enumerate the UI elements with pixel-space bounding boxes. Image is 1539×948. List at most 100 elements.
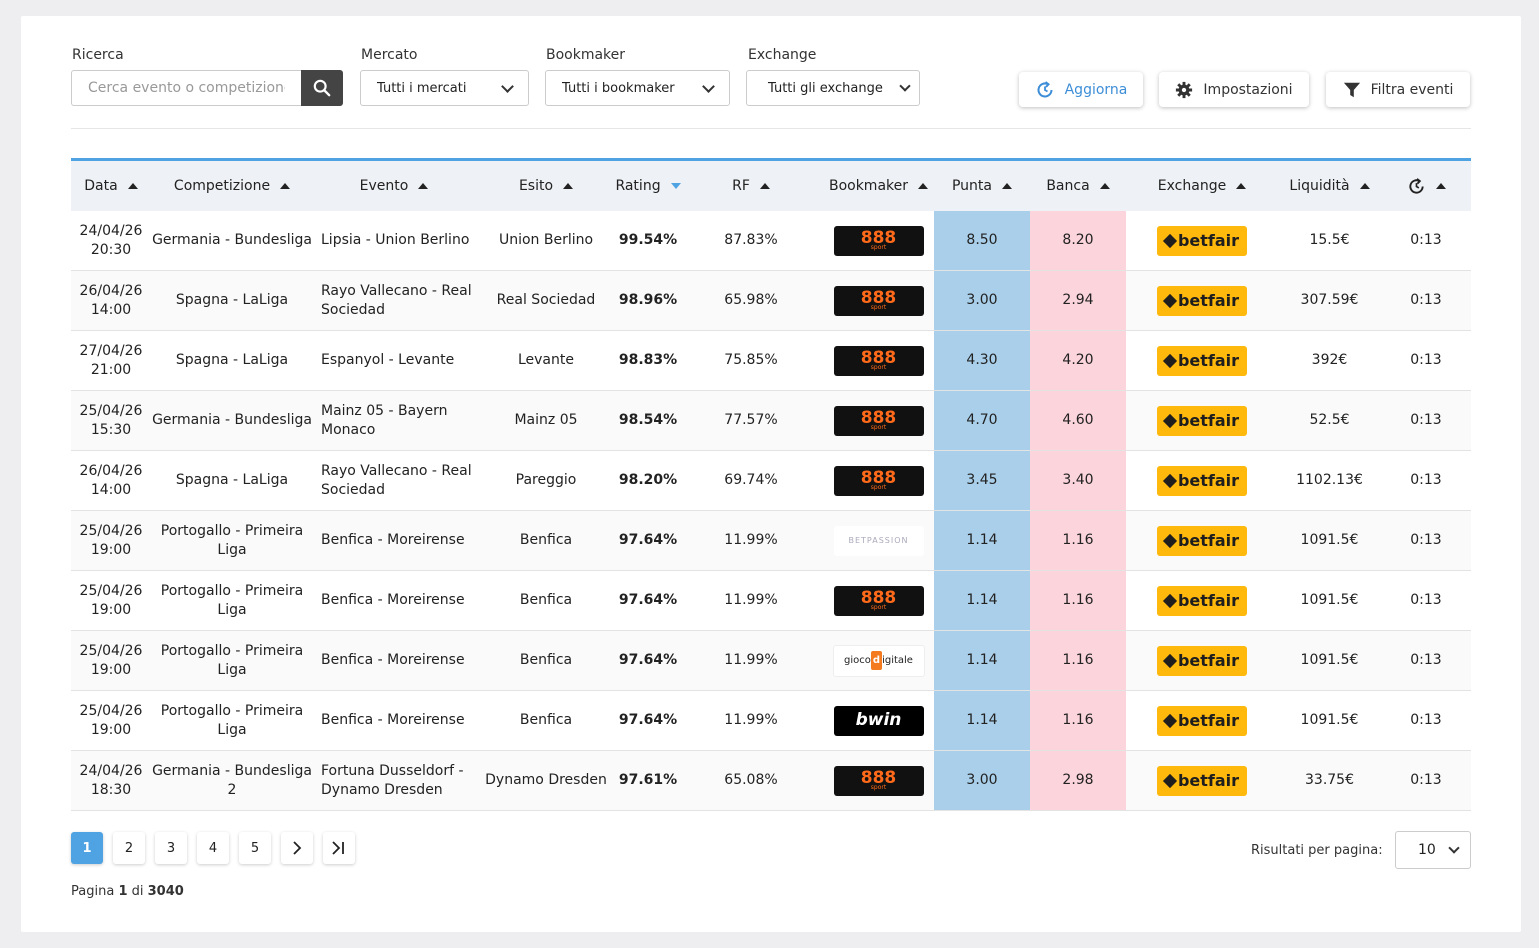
exchange-label: Exchange — [748, 47, 817, 63]
cell-time: 19:00 — [90, 721, 132, 738]
cell-rating: 97.64% — [618, 652, 678, 668]
cell-exchange[interactable]: betfair — [1126, 571, 1278, 630]
bookmaker-logo-888: 888 sport — [833, 405, 924, 436]
sort-updated[interactable] — [1381, 161, 1471, 211]
cell-exchange[interactable]: betfair — [1126, 331, 1278, 390]
page-button-3[interactable]: 3 — [155, 832, 187, 864]
cell-rating: 97.64% — [618, 712, 678, 728]
cell-punta: 1.14 — [934, 511, 1030, 570]
mercato-select[interactable]: Tutti i mercati — [360, 70, 529, 106]
table-row[interactable]: 25/04/26 19:00 Portogallo - Primeira Liga B… — [71, 691, 1471, 751]
bookmaker-logo-888: 888 sport — [833, 345, 924, 376]
pagination: 1 2 3 4 5 — [71, 832, 355, 864]
page-button-5[interactable]: 5 — [239, 832, 271, 864]
cell-bookmaker[interactable]: BETPASSION — [823, 511, 934, 570]
sort-bookmaker[interactable]: Bookmaker — [823, 161, 934, 211]
next-page-button[interactable] — [281, 832, 313, 864]
sort-data[interactable]: Data — [71, 161, 151, 211]
cell-bookmaker[interactable]: 888 sport — [823, 751, 934, 810]
cell-rf: 87.83% — [724, 232, 778, 248]
cell-punta: 1.14 — [934, 571, 1030, 630]
sort-asc-icon — [563, 183, 574, 189]
exchange-logo-betfair: betfair — [1157, 585, 1247, 616]
betfair-icon — [1162, 293, 1178, 308]
sort-liquidita[interactable]: Liquidità — [1278, 161, 1381, 211]
betfair-icon — [1162, 473, 1178, 488]
exchange-name: betfair — [1177, 591, 1240, 610]
table-row[interactable]: 24/04/26 18:30 Germania - Bundesliga 2 Fort… — [71, 751, 1471, 811]
cell-evento: Espanyol - Levante — [321, 352, 455, 368]
cell-bookmaker[interactable]: 888 sport — [823, 271, 934, 330]
cell-date: 25/04/26 — [79, 582, 143, 599]
search-label: Ricerca — [72, 47, 124, 63]
table-row[interactable]: 25/04/26 19:00 Portogallo - Primeira Liga B… — [71, 631, 1471, 691]
sort-punta[interactable]: Punta — [934, 161, 1030, 211]
cell-bookmaker[interactable]: bwin — [823, 691, 934, 750]
cell-banca: 2.98 — [1030, 751, 1126, 810]
table-row[interactable]: 25/04/26 15:30 Germania - Bundesliga Mainz … — [71, 391, 1471, 451]
cell-date: 25/04/26 — [79, 642, 143, 659]
last-page-button[interactable] — [323, 832, 355, 864]
sort-evento[interactable]: Evento — [313, 161, 475, 211]
cell-bookmaker[interactable]: 888 sport — [823, 451, 934, 510]
sort-banca[interactable]: Banca — [1030, 161, 1126, 211]
mercato-label: Mercato — [361, 47, 418, 63]
cell-data: 25/04/26 15:30 — [71, 391, 151, 450]
page-button-4[interactable]: 4 — [197, 832, 229, 864]
sort-rating[interactable]: Rating — [615, 161, 681, 211]
table-row[interactable]: 27/04/26 21:00 Spagna - LaLiga Espanyol - L… — [71, 331, 1471, 391]
cell-bookmaker[interactable]: 888 sport — [823, 391, 934, 450]
sort-esito[interactable]: Esito — [475, 161, 617, 211]
cell-esito: Union Berlino — [498, 232, 594, 248]
cell-banca: 4.60 — [1030, 391, 1126, 450]
refresh-button[interactable]: Aggiorna — [1019, 72, 1143, 107]
cell-competizione: Germania - Bundesliga 2 — [152, 762, 312, 798]
cell-updated: 0:13 — [1410, 592, 1442, 608]
cell-exchange[interactable]: betfair — [1126, 211, 1278, 270]
sort-competizione[interactable]: Competizione — [151, 161, 313, 211]
cell-exchange[interactable]: betfair — [1126, 511, 1278, 570]
cell-evento: Benfica - Moreirense — [321, 652, 465, 668]
cell-esito: Benfica — [519, 592, 573, 608]
table-row[interactable]: 25/04/26 19:00 Portogallo - Primeira Liga B… — [71, 571, 1471, 631]
cell-competizione: Germania - Bundesliga — [152, 232, 312, 248]
page-info-mid: di — [131, 884, 144, 899]
table-row[interactable]: 26/04/26 14:00 Spagna - LaLiga Rayo Valleca… — [71, 271, 1471, 331]
sort-rf[interactable]: RF — [679, 161, 823, 211]
cell-exchange[interactable]: betfair — [1126, 691, 1278, 750]
page-button-2[interactable]: 2 — [113, 832, 145, 864]
bookmaker-select[interactable]: Tutti i bookmaker — [545, 70, 730, 106]
cell-date: 27/04/26 — [79, 342, 143, 359]
cell-bookmaker[interactable]: 888 sport — [823, 571, 934, 630]
cell-liquidita: 392€ — [1311, 352, 1348, 368]
cell-esito: Real Sociedad — [496, 292, 596, 308]
chevron-down-icon — [1448, 842, 1460, 854]
filter-events-button[interactable]: Filtra eventi — [1326, 72, 1470, 107]
search-input[interactable] — [71, 70, 301, 106]
cell-bookmaker[interactable]: gioco d igitale — [823, 631, 934, 690]
settings-button-label: Impostazioni — [1203, 81, 1293, 98]
cell-bookmaker[interactable]: 888 sport — [823, 331, 934, 390]
cell-date: 25/04/26 — [79, 702, 143, 719]
cell-exchange[interactable]: betfair — [1126, 631, 1278, 690]
results-per-page-select[interactable]: 10 — [1395, 831, 1471, 869]
table-row[interactable]: 26/04/26 14:00 Spagna - LaLiga Rayo Valleca… — [71, 451, 1471, 511]
cell-exchange[interactable]: betfair — [1126, 271, 1278, 330]
page-button-1[interactable]: 1 — [71, 832, 103, 864]
settings-button[interactable]: Impostazioni — [1159, 72, 1309, 107]
table-row[interactable]: 24/04/26 20:30 Germania - Bundesliga Lipsia… — [71, 211, 1471, 271]
cell-rating: 98.96% — [618, 292, 678, 308]
bookmaker-logo-888: 888 sport — [833, 765, 924, 796]
cell-rating: 98.20% — [618, 472, 678, 488]
cell-esito: Benfica — [519, 712, 573, 728]
table-row[interactable]: 25/04/26 19:00 Portogallo - Primeira Liga B… — [71, 511, 1471, 571]
exchange-select[interactable]: Tutti gli exchange — [746, 70, 920, 106]
cell-exchange[interactable]: betfair — [1126, 751, 1278, 810]
search-button[interactable] — [301, 70, 343, 106]
cell-bookmaker[interactable]: 888 sport — [823, 211, 934, 270]
exchange-logo-betfair: betfair — [1157, 405, 1247, 436]
chevron-right-icon — [293, 841, 302, 855]
sort-exchange[interactable]: Exchange — [1126, 161, 1278, 211]
cell-exchange[interactable]: betfair — [1126, 391, 1278, 450]
cell-exchange[interactable]: betfair — [1126, 451, 1278, 510]
